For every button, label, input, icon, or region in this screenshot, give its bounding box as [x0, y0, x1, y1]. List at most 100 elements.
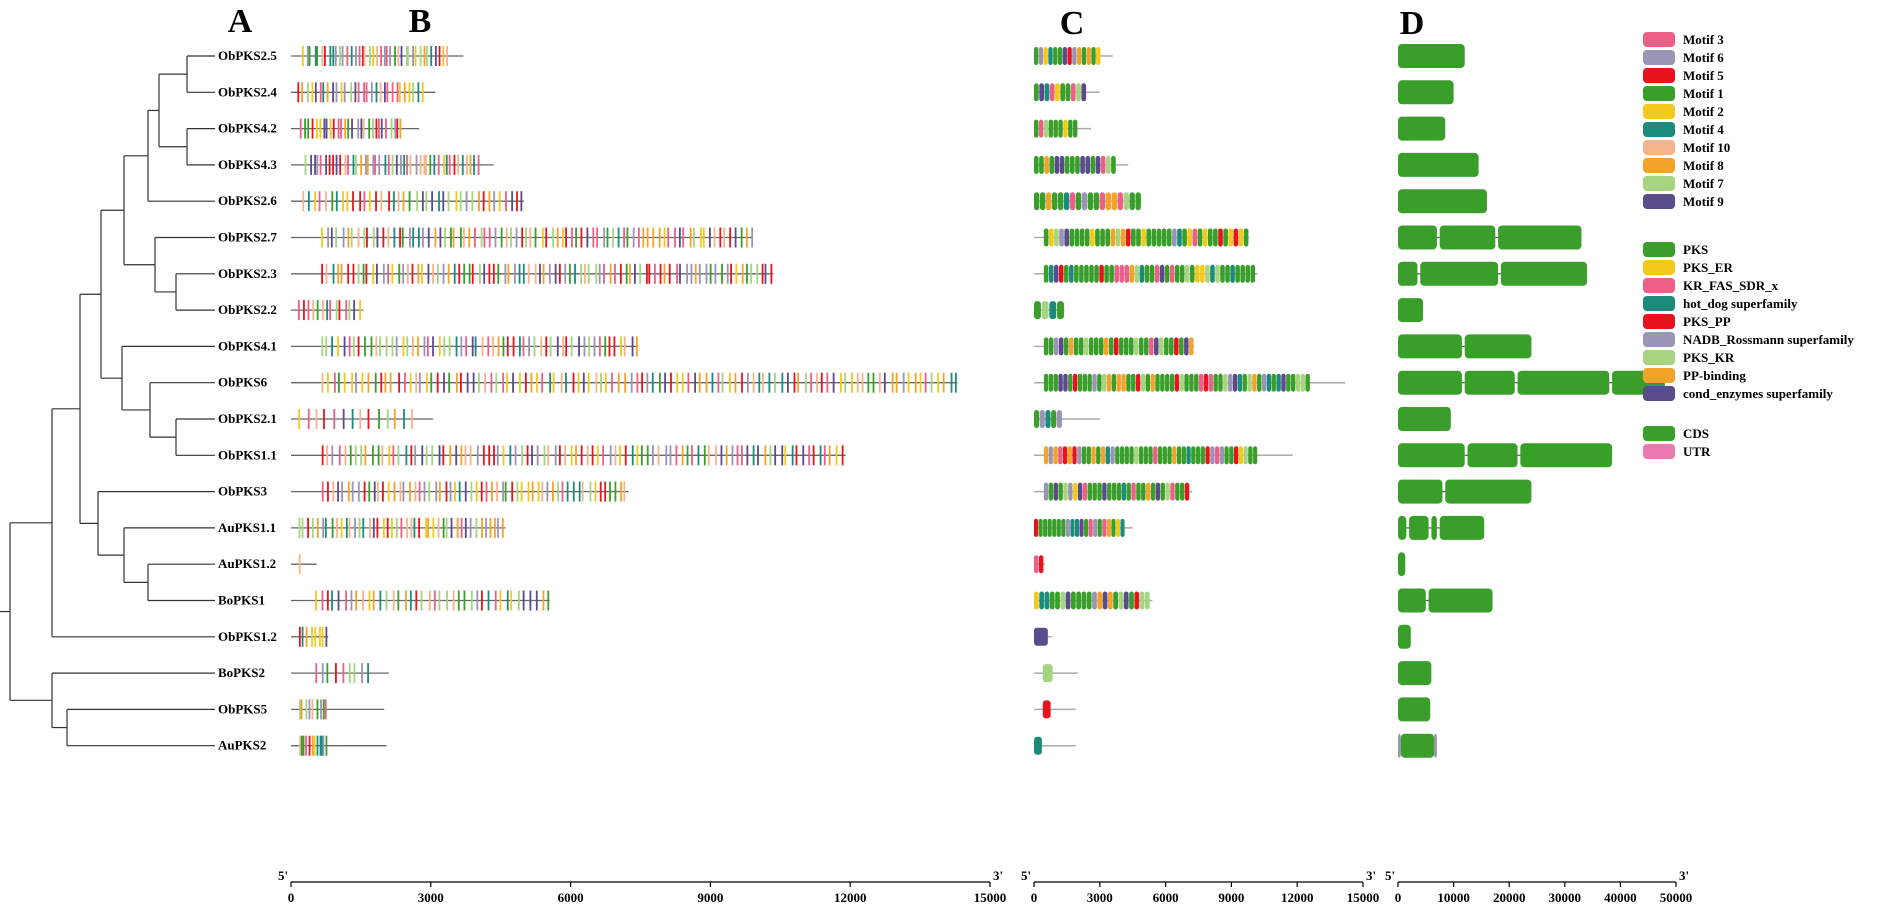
motif-mark	[389, 46, 391, 66]
domain-box	[1058, 482, 1063, 501]
domain-box	[1290, 373, 1296, 392]
domain-box	[1139, 264, 1145, 283]
motif-mark	[914, 372, 917, 393]
motif-mark	[417, 263, 420, 284]
domain-box	[1075, 155, 1080, 174]
motif-mark	[325, 118, 328, 139]
motif-mark	[430, 372, 433, 393]
domain-box	[1064, 228, 1069, 247]
domain-box	[1121, 373, 1126, 392]
motif-mark	[359, 409, 362, 429]
domain-box	[1093, 337, 1099, 356]
motif-mark	[400, 46, 403, 66]
motif-mark	[480, 481, 483, 502]
domain-box	[1134, 591, 1140, 610]
motif-mark	[404, 372, 406, 393]
motif-mark	[352, 336, 355, 357]
motif-mark	[369, 517, 371, 538]
motif-mark	[458, 263, 461, 284]
motif-mark	[437, 154, 440, 175]
domain-box	[1194, 373, 1199, 392]
motif-mark	[646, 263, 648, 284]
motif-mark	[326, 82, 329, 103]
motif-mark	[332, 46, 335, 66]
motif-mark	[460, 445, 463, 466]
domain-box	[1167, 446, 1172, 465]
domain-box	[1093, 192, 1100, 211]
motif-mark	[497, 263, 500, 284]
motif-mark	[907, 372, 910, 393]
legend-label-motif: Motif 5	[1683, 68, 1724, 83]
motif-mark	[307, 517, 310, 538]
motif-mark	[321, 663, 324, 684]
domain-box	[1207, 228, 1213, 247]
motif-mark	[331, 590, 333, 611]
domain-box	[1076, 591, 1082, 610]
motif-mark	[426, 372, 428, 393]
cds-box	[1398, 661, 1432, 686]
domain-box	[1063, 119, 1068, 138]
legend-label-motif: Motif 7	[1683, 176, 1724, 191]
domain-box	[1058, 337, 1064, 356]
motif-mark	[528, 336, 531, 357]
domain-box	[1238, 446, 1243, 465]
motif-mark	[482, 191, 485, 212]
motif-mark	[646, 227, 649, 248]
domain-box	[1073, 337, 1079, 356]
motif-mark	[417, 227, 420, 248]
motif-mark	[630, 372, 633, 393]
motif-mark	[572, 481, 575, 502]
domain-box	[1074, 228, 1080, 247]
motif-mark	[478, 191, 480, 212]
domain-box	[1057, 47, 1063, 65]
motif-mark	[394, 46, 396, 66]
motif-mark	[370, 336, 373, 357]
legend-swatch	[1643, 278, 1675, 293]
domain-box	[1044, 155, 1049, 174]
motif-mark	[578, 336, 580, 357]
motif-mark	[556, 336, 559, 357]
motif-mark	[545, 336, 548, 357]
motif-mark	[332, 481, 335, 502]
domain-box	[1261, 373, 1267, 392]
domain-box	[1107, 591, 1113, 610]
motif-mark	[500, 227, 503, 248]
motif-mark	[826, 372, 829, 393]
domain-box	[1034, 119, 1039, 138]
motif-mark	[357, 82, 360, 103]
motif-mark	[347, 481, 350, 502]
motif-mark	[421, 82, 424, 103]
motif-mark	[410, 517, 413, 538]
motif-mark	[382, 517, 385, 538]
motif-mark	[491, 481, 493, 502]
motif-mark	[689, 227, 692, 248]
motif-mark	[345, 300, 348, 321]
motif-mark	[506, 336, 509, 357]
motif-mark	[343, 336, 346, 357]
domain-box	[1197, 228, 1203, 247]
cds-box	[1464, 370, 1515, 395]
motif-mark	[376, 227, 379, 248]
domain-box	[1070, 518, 1075, 537]
domain-box	[1044, 591, 1050, 610]
motif-mark	[431, 445, 434, 466]
domain-box	[1105, 155, 1111, 174]
legend-swatch	[1643, 50, 1675, 65]
domain-box	[1072, 119, 1078, 138]
motif-mark	[409, 590, 412, 611]
motif-mark	[376, 46, 379, 66]
domain-box	[1084, 518, 1089, 537]
domain-box	[1305, 373, 1310, 392]
motif-mark	[414, 46, 417, 66]
motif-mark	[651, 372, 654, 393]
motif-mark	[531, 481, 534, 502]
motif-mark	[311, 735, 314, 756]
panel-c-three-prime-label: 3'	[1366, 868, 1376, 883]
cds-box	[1398, 189, 1487, 214]
cds-box	[1398, 515, 1407, 540]
motif-mark	[391, 82, 394, 103]
domain-box	[1056, 410, 1062, 428]
motif-mark	[518, 336, 521, 357]
domain-box	[1096, 47, 1101, 65]
motif-mark	[357, 336, 360, 357]
